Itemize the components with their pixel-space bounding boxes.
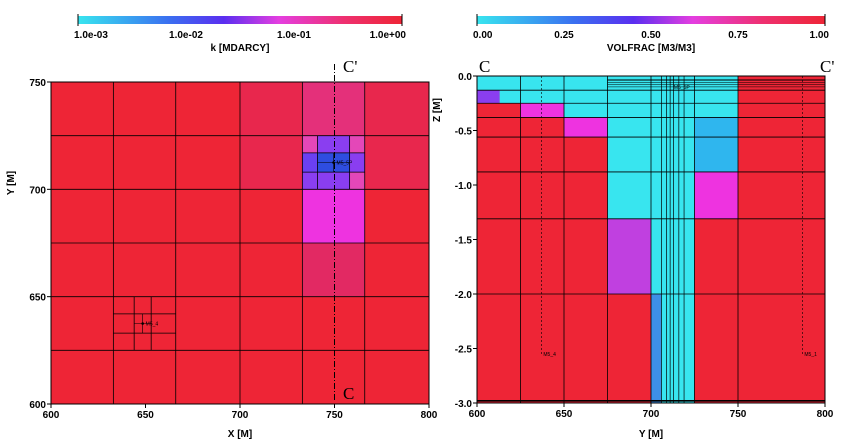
volfrac-x-tick-label: 650	[556, 409, 573, 420]
volfrac-colorbar-tick-label: 0.00	[473, 30, 493, 41]
perm-y-tick-label: 700	[29, 185, 46, 196]
volfrac-cell	[499, 90, 738, 104]
volfrac-y-axis-label: Z [M]	[432, 98, 443, 122]
well-label: M5_4	[146, 322, 159, 328]
volfrac-y-tick-label: -0.5	[455, 127, 473, 138]
volfrac-y-tick-label: -2.0	[455, 290, 473, 301]
volfrac-y-tick-label: -2.5	[455, 345, 473, 356]
perm-cell	[302, 152, 318, 173]
well-label: M5_5P	[337, 161, 354, 167]
volfrac-cell	[477, 90, 500, 104]
well-label: M5_1	[804, 352, 817, 358]
perm-cell	[317, 172, 350, 190]
perm-colorbar-tick-label: 1.0e-02	[169, 30, 203, 41]
volfrac-colorbar-tick-label: 0.25	[554, 30, 574, 41]
well-label: M5_4	[543, 352, 556, 358]
perm-cell	[302, 82, 365, 136]
perm-x-axis-label: X [M]	[228, 429, 252, 440]
perm-colorbar-tick-label: 1.0e+00	[370, 30, 407, 41]
perm-cell	[317, 135, 350, 153]
perm-cell	[349, 152, 365, 173]
perm-cell	[302, 243, 365, 297]
perm-x-tick-label: 800	[421, 410, 438, 421]
volfrac-colorbar-tick-label: 0.75	[728, 30, 748, 41]
perm-colorbar-label: k [MDARCY]	[211, 43, 270, 54]
volfrac-colorbar	[477, 16, 825, 24]
well-label: M5_5P	[674, 85, 691, 91]
perm-y-tick-label: 650	[29, 293, 46, 304]
perm-cell	[364, 82, 429, 136]
perm-y-axis-label: Y [M]	[6, 171, 17, 195]
volfrac-cell	[520, 103, 564, 118]
section-label-top: C'	[343, 57, 357, 76]
well-marker	[141, 322, 144, 325]
perm-x-tick-label: 700	[232, 410, 249, 421]
perm-colorbar-tick-label: 1.0e-03	[74, 30, 108, 41]
well-marker	[332, 161, 335, 164]
volfrac-y-tick-label: -1.0	[455, 181, 473, 192]
perm-colorbar-tick-label: 1.0e-01	[277, 30, 311, 41]
perm-colorbar	[78, 16, 402, 24]
volfrac-cell	[564, 117, 608, 138]
section-label-bottom: C	[343, 384, 354, 403]
volfrac-y-tick-label: -1.5	[455, 236, 473, 247]
volfrac-y-tick-label: 0.0	[458, 72, 472, 83]
perm-y-tick-label: 750	[29, 78, 46, 89]
perm-cell	[302, 189, 365, 243]
volfrac-colorbar-tick-label: 1.00	[810, 30, 830, 41]
volfrac-cell	[651, 294, 662, 403]
volfrac-colorbar-label: VOLFRAC [M3/M3]	[607, 43, 695, 54]
perm-cell	[240, 135, 303, 190]
volfrac-x-tick-label: 700	[643, 409, 660, 420]
perm-x-tick-label: 600	[43, 410, 60, 421]
volfrac-cell	[607, 218, 651, 294]
volfrac-x-tick-label: 750	[730, 409, 747, 420]
volfrac-cell	[651, 218, 695, 294]
section-label-right: C'	[820, 57, 834, 76]
section-label-left: C	[479, 57, 490, 76]
volfrac-x-axis-label: Y [M]	[639, 429, 663, 440]
perm-y-tick-label: 600	[29, 400, 46, 411]
perm-x-tick-label: 650	[137, 410, 154, 421]
perm-x-tick-label: 750	[326, 410, 343, 421]
volfrac-x-tick-label: 800	[817, 409, 834, 420]
volfrac-cell	[694, 171, 738, 219]
volfrac-cell	[694, 137, 738, 172]
volfrac-y-tick-label: -3.0	[455, 399, 473, 410]
volfrac-cell	[694, 117, 738, 138]
volfrac-colorbar-tick-label: 0.50	[641, 30, 661, 41]
perm-cell	[240, 82, 303, 136]
perm-cell	[302, 172, 318, 190]
perm-cell	[364, 135, 429, 190]
volfrac-x-tick-label: 600	[469, 409, 486, 420]
